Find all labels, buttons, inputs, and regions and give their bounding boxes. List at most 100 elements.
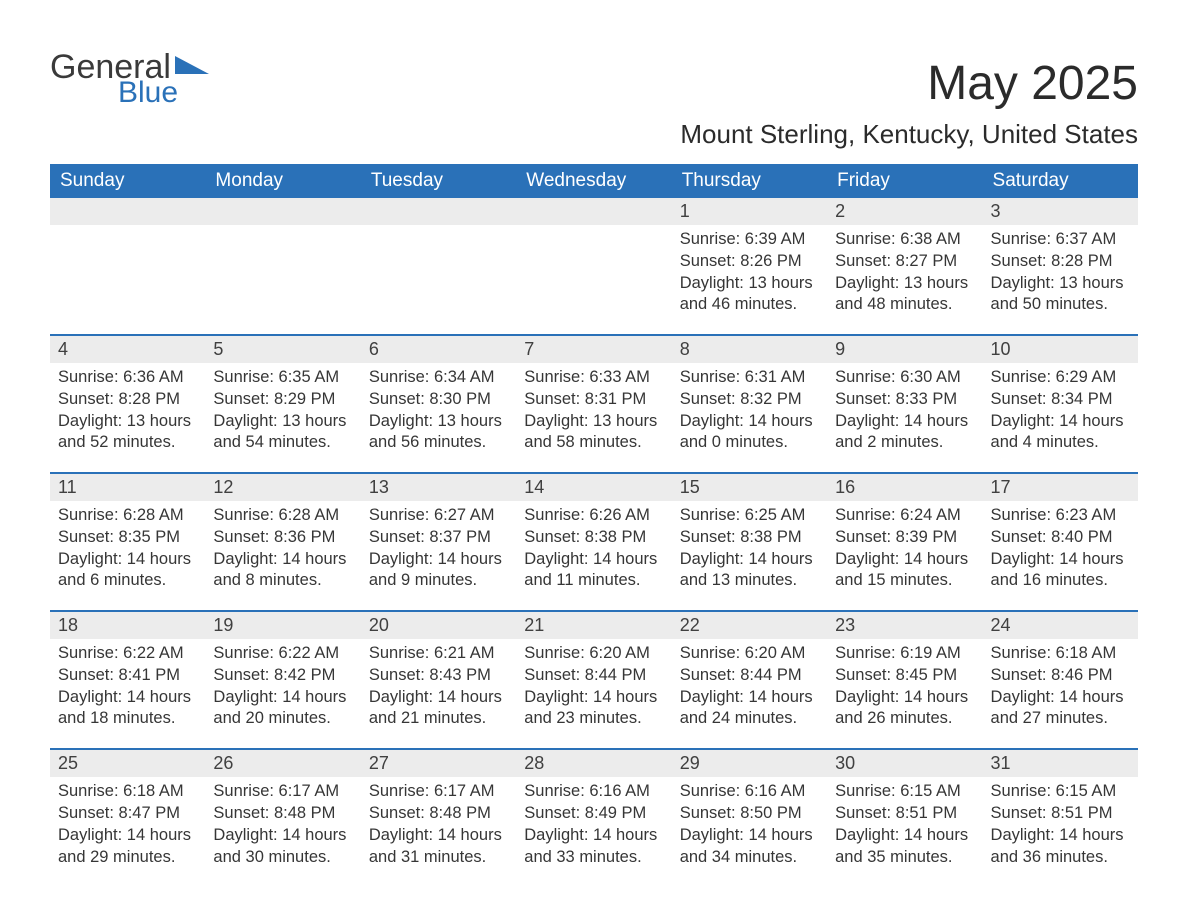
brand-triangle-icon (175, 52, 209, 78)
day-detail: Sunrise: 6:33 AMSunset: 8:31 PMDaylight:… (516, 363, 671, 454)
day-number: 11 (50, 474, 205, 501)
day-number: 29 (672, 750, 827, 777)
day-number: 1 (672, 198, 827, 225)
weekday-header: Saturday (983, 164, 1138, 198)
day-number: 19 (205, 612, 360, 639)
day-number: 17 (983, 474, 1138, 501)
calendar-body: 1Sunrise: 6:39 AMSunset: 8:26 PMDaylight… (50, 198, 1138, 886)
day-cell: 26Sunrise: 6:17 AMSunset: 8:48 PMDayligh… (205, 749, 360, 886)
day-detail: Sunrise: 6:31 AMSunset: 8:32 PMDaylight:… (672, 363, 827, 454)
day-detail: Sunrise: 6:21 AMSunset: 8:43 PMDaylight:… (361, 639, 516, 730)
day-cell: 14Sunrise: 6:26 AMSunset: 8:38 PMDayligh… (516, 473, 671, 611)
day-cell: 25Sunrise: 6:18 AMSunset: 8:47 PMDayligh… (50, 749, 205, 886)
day-number: 27 (361, 750, 516, 777)
day-detail: Sunrise: 6:39 AMSunset: 8:26 PMDaylight:… (672, 225, 827, 316)
day-cell: 9Sunrise: 6:30 AMSunset: 8:33 PMDaylight… (827, 335, 982, 473)
empty-day (361, 198, 516, 225)
day-cell: 5Sunrise: 6:35 AMSunset: 8:29 PMDaylight… (205, 335, 360, 473)
day-cell: 22Sunrise: 6:20 AMSunset: 8:44 PMDayligh… (672, 611, 827, 749)
day-number: 23 (827, 612, 982, 639)
empty-day (205, 198, 360, 225)
day-number: 5 (205, 336, 360, 363)
day-cell: 7Sunrise: 6:33 AMSunset: 8:31 PMDaylight… (516, 335, 671, 473)
day-detail: Sunrise: 6:17 AMSunset: 8:48 PMDaylight:… (361, 777, 516, 868)
day-detail: Sunrise: 6:24 AMSunset: 8:39 PMDaylight:… (827, 501, 982, 592)
day-cell: 10Sunrise: 6:29 AMSunset: 8:34 PMDayligh… (983, 335, 1138, 473)
day-number: 10 (983, 336, 1138, 363)
day-detail: Sunrise: 6:38 AMSunset: 8:27 PMDaylight:… (827, 225, 982, 316)
day-number: 28 (516, 750, 671, 777)
weekday-header: Sunday (50, 164, 205, 198)
day-cell: 18Sunrise: 6:22 AMSunset: 8:41 PMDayligh… (50, 611, 205, 749)
day-detail: Sunrise: 6:34 AMSunset: 8:30 PMDaylight:… (361, 363, 516, 454)
calendar-table: SundayMondayTuesdayWednesdayThursdayFrid… (50, 164, 1138, 886)
day-number: 30 (827, 750, 982, 777)
day-number: 31 (983, 750, 1138, 777)
day-cell: 8Sunrise: 6:31 AMSunset: 8:32 PMDaylight… (672, 335, 827, 473)
day-cell: 13Sunrise: 6:27 AMSunset: 8:37 PMDayligh… (361, 473, 516, 611)
day-cell: 15Sunrise: 6:25 AMSunset: 8:38 PMDayligh… (672, 473, 827, 611)
day-cell: 27Sunrise: 6:17 AMSunset: 8:48 PMDayligh… (361, 749, 516, 886)
day-detail: Sunrise: 6:26 AMSunset: 8:38 PMDaylight:… (516, 501, 671, 592)
day-number: 8 (672, 336, 827, 363)
day-detail: Sunrise: 6:22 AMSunset: 8:42 PMDaylight:… (205, 639, 360, 730)
weekday-header: Thursday (672, 164, 827, 198)
day-cell (50, 198, 205, 335)
day-detail: Sunrise: 6:27 AMSunset: 8:37 PMDaylight:… (361, 501, 516, 592)
brand-part2: Blue (118, 78, 209, 108)
day-number: 3 (983, 198, 1138, 225)
day-number: 16 (827, 474, 982, 501)
day-number: 18 (50, 612, 205, 639)
day-number: 15 (672, 474, 827, 501)
day-detail: Sunrise: 6:18 AMSunset: 8:47 PMDaylight:… (50, 777, 205, 868)
day-number: 13 (361, 474, 516, 501)
page-title: May 2025 (927, 56, 1138, 111)
day-cell: 29Sunrise: 6:16 AMSunset: 8:50 PMDayligh… (672, 749, 827, 886)
day-cell: 24Sunrise: 6:18 AMSunset: 8:46 PMDayligh… (983, 611, 1138, 749)
calendar-row: 1Sunrise: 6:39 AMSunset: 8:26 PMDaylight… (50, 198, 1138, 335)
day-cell (205, 198, 360, 335)
calendar-row: 25Sunrise: 6:18 AMSunset: 8:47 PMDayligh… (50, 749, 1138, 886)
day-detail: Sunrise: 6:23 AMSunset: 8:40 PMDaylight:… (983, 501, 1138, 592)
weekday-header: Tuesday (361, 164, 516, 198)
day-detail: Sunrise: 6:17 AMSunset: 8:48 PMDaylight:… (205, 777, 360, 868)
day-cell: 6Sunrise: 6:34 AMSunset: 8:30 PMDaylight… (361, 335, 516, 473)
location-text: Mount Sterling, Kentucky, United States (50, 119, 1138, 150)
day-cell: 31Sunrise: 6:15 AMSunset: 8:51 PMDayligh… (983, 749, 1138, 886)
day-cell: 4Sunrise: 6:36 AMSunset: 8:28 PMDaylight… (50, 335, 205, 473)
day-cell: 17Sunrise: 6:23 AMSunset: 8:40 PMDayligh… (983, 473, 1138, 611)
day-number: 9 (827, 336, 982, 363)
day-cell: 11Sunrise: 6:28 AMSunset: 8:35 PMDayligh… (50, 473, 205, 611)
day-number: 22 (672, 612, 827, 639)
brand-logo: General Blue (50, 50, 209, 108)
day-cell: 1Sunrise: 6:39 AMSunset: 8:26 PMDaylight… (672, 198, 827, 335)
day-detail: Sunrise: 6:15 AMSunset: 8:51 PMDaylight:… (827, 777, 982, 868)
day-detail: Sunrise: 6:19 AMSunset: 8:45 PMDaylight:… (827, 639, 982, 730)
day-cell: 23Sunrise: 6:19 AMSunset: 8:45 PMDayligh… (827, 611, 982, 749)
day-cell: 19Sunrise: 6:22 AMSunset: 8:42 PMDayligh… (205, 611, 360, 749)
day-detail: Sunrise: 6:30 AMSunset: 8:33 PMDaylight:… (827, 363, 982, 454)
calendar-row: 11Sunrise: 6:28 AMSunset: 8:35 PMDayligh… (50, 473, 1138, 611)
day-cell: 28Sunrise: 6:16 AMSunset: 8:49 PMDayligh… (516, 749, 671, 886)
day-cell: 21Sunrise: 6:20 AMSunset: 8:44 PMDayligh… (516, 611, 671, 749)
day-detail: Sunrise: 6:35 AMSunset: 8:29 PMDaylight:… (205, 363, 360, 454)
day-detail: Sunrise: 6:16 AMSunset: 8:50 PMDaylight:… (672, 777, 827, 868)
day-cell (361, 198, 516, 335)
day-detail: Sunrise: 6:28 AMSunset: 8:35 PMDaylight:… (50, 501, 205, 592)
empty-day (516, 198, 671, 225)
calendar-row: 18Sunrise: 6:22 AMSunset: 8:41 PMDayligh… (50, 611, 1138, 749)
day-number: 14 (516, 474, 671, 501)
day-detail: Sunrise: 6:20 AMSunset: 8:44 PMDaylight:… (516, 639, 671, 730)
empty-day (50, 198, 205, 225)
day-cell: 30Sunrise: 6:15 AMSunset: 8:51 PMDayligh… (827, 749, 982, 886)
day-detail: Sunrise: 6:25 AMSunset: 8:38 PMDaylight:… (672, 501, 827, 592)
day-number: 20 (361, 612, 516, 639)
day-cell: 12Sunrise: 6:28 AMSunset: 8:36 PMDayligh… (205, 473, 360, 611)
day-detail: Sunrise: 6:16 AMSunset: 8:49 PMDaylight:… (516, 777, 671, 868)
day-number: 7 (516, 336, 671, 363)
day-detail: Sunrise: 6:36 AMSunset: 8:28 PMDaylight:… (50, 363, 205, 454)
day-detail: Sunrise: 6:37 AMSunset: 8:28 PMDaylight:… (983, 225, 1138, 316)
weekday-header: Wednesday (516, 164, 671, 198)
day-number: 6 (361, 336, 516, 363)
calendar-row: 4Sunrise: 6:36 AMSunset: 8:28 PMDaylight… (50, 335, 1138, 473)
